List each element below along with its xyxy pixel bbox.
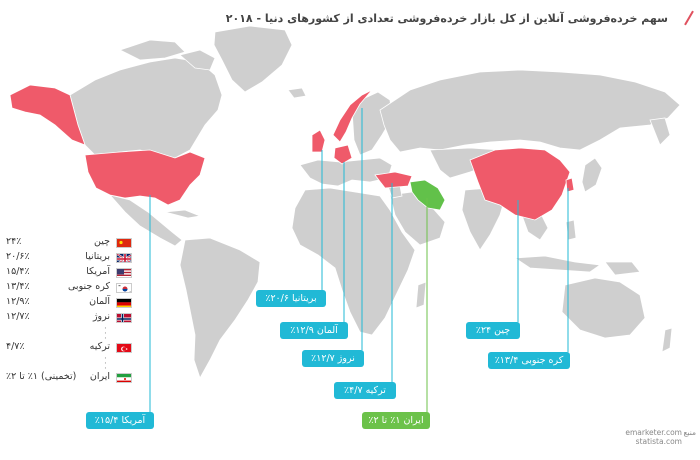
legend-value: ۱۲/۷٪ [6,311,30,322]
legend-country: ایران [89,371,110,382]
greenland-shape [213,25,293,93]
mexico-shape [108,194,183,247]
germany-flag-icon [116,298,132,308]
turkey-shape [374,171,413,189]
legend-row-germany: آلمان ۱۲/۹٪ [4,296,132,311]
legend-gap: · · · [4,324,132,344]
callout-usa: آمریکا ۱۵/۴٪ [86,412,154,429]
callout-uk: بریتانیا ۲۰/۶٪ [256,290,326,307]
legend-row-iran: ایران (تخمینی) ۱٪ تا ۲٪ [4,371,132,386]
china-shape [469,147,571,221]
legend-country: بریتانیا [85,251,110,262]
legend-country: نروژ [92,311,110,322]
legend-value: ۱۲/۹٪ [6,296,30,307]
kamchatka-shape [649,117,671,146]
caribbean-shape [164,209,202,219]
norway-flag-icon [116,313,132,323]
china-flag-icon [116,238,132,248]
new-zealand-shape [661,327,673,353]
indonesia-shape [513,255,602,273]
japan-shape [581,157,603,193]
alaska-shape [9,84,86,146]
legend-country: آمریکا [86,266,110,277]
legend-country: آلمان [89,296,110,307]
turkey-flag-icon [116,343,132,353]
legend-row-uk: بریتانیا ۲۰/۶٪ [4,251,132,266]
arctic-islands-shape [118,39,186,61]
legend-list: چین ۲۴٪ بریتانیا ۲۰/۶٪ آمریکا ۱۵/۴٪ کره … [4,236,132,386]
map-title: سهم خرده‌فروشی آنلاین از کل بازار خرده‌ف… [225,12,668,25]
uk-shape [311,129,326,153]
callout-germany: آلمان ۱۲/۹٪ [280,322,348,339]
legend-value: (تخمینی) ۱٪ تا ۲٪ [6,371,77,382]
legend-value: ۴/۷٪ [6,341,25,352]
legend-row-norway: نروژ ۱۲/۷٪ [4,311,132,326]
source-label: منبع [683,428,696,437]
legend-country: کره جنوبی [68,281,110,292]
legend-row-usa: آمریکا ۱۵/۴٪ [4,266,132,281]
usa-flag-icon [116,268,132,278]
source-credit: منبع emarketer.com statista.com [625,428,696,446]
legend-value: ۲۰/۶٪ [6,251,30,262]
source-line: emarketer.com [625,428,682,437]
ellipsis-dots: · · · [104,324,107,344]
iceland-shape [287,87,307,99]
africa-shape [291,187,416,336]
europe-shape [299,157,393,187]
legend-row-korea: کره جنوبی ۱۳/۴٪ [4,281,132,296]
legend-gap: · · · [4,354,132,374]
south-korea-flag-icon [116,283,132,293]
legend-row-turkey: ترکیه ۴/۷٪ [4,341,132,356]
legend-row-china: چین ۲۴٪ [4,236,132,251]
new-guinea-shape [604,261,641,276]
callout-korea: کره جنوبی ۱۳/۴٪ [488,352,570,369]
south-korea-shape [565,177,575,193]
source-line: statista.com [635,437,682,446]
canada-shape [69,57,223,159]
ellipsis-dots: · · · [104,354,107,374]
callout-china: چین ۲۴٪ [466,322,520,339]
legend-country: چین [94,236,110,247]
callout-turkey: ترکیه ۴/۷٪ [334,382,396,399]
iran-flag-icon [116,373,132,383]
germany-shape [333,144,353,165]
norway-shape [332,89,373,143]
russia-shape [379,69,681,153]
south-america-shape [179,237,261,379]
australia-shape [561,277,646,339]
legend-value: ۱۵/۴٪ [6,266,30,277]
baffin-shape [179,49,216,71]
callout-iran: ایران ۱٪ تا ۲٪ [362,412,430,429]
legend-value: ۲۴٪ [6,236,22,247]
usa-shape [84,149,206,206]
legend-value: ۱۳/۴٪ [6,281,30,292]
callout-norway: نروژ ۱۲/۷٪ [302,350,364,367]
madagascar-shape [415,281,427,309]
uk-flag-icon [116,253,132,263]
iran-shape [409,179,446,211]
legend-country: ترکیه [89,341,110,352]
